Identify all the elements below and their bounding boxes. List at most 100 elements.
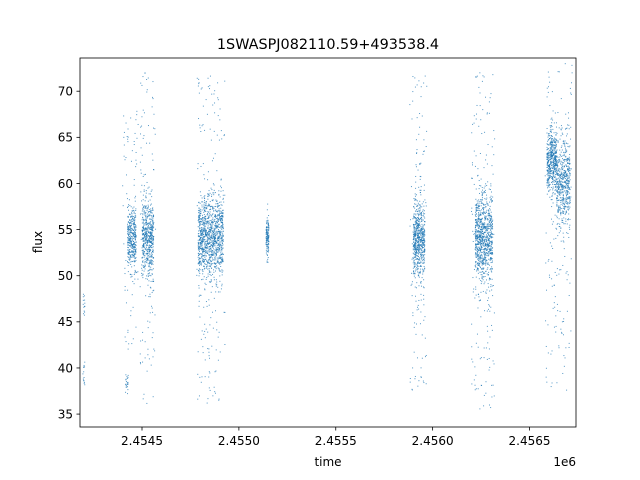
data-point	[127, 136, 129, 138]
data-point	[130, 263, 132, 265]
data-point	[555, 181, 557, 183]
data-point	[204, 225, 206, 227]
data-point	[416, 248, 418, 250]
data-point	[149, 262, 151, 264]
data-point	[551, 138, 553, 140]
data-point	[131, 229, 133, 231]
data-point	[552, 144, 554, 146]
data-point	[222, 216, 224, 218]
data-point	[218, 219, 220, 221]
data-point	[415, 253, 417, 255]
data-point	[132, 261, 134, 263]
data-point	[148, 215, 150, 217]
data-point	[265, 243, 267, 245]
data-point	[125, 380, 127, 382]
data-point	[148, 251, 150, 253]
data-point	[143, 205, 145, 207]
data-point	[475, 215, 477, 217]
data-point	[129, 240, 131, 242]
data-point	[478, 224, 479, 226]
data-point	[127, 377, 129, 379]
data-point	[198, 83, 200, 85]
data-point	[200, 230, 202, 232]
data-point	[207, 265, 209, 267]
data-point	[562, 163, 564, 165]
data-point	[554, 148, 556, 150]
data-point	[487, 232, 489, 234]
data-point	[215, 285, 217, 287]
data-point	[481, 224, 483, 226]
data-point	[553, 184, 555, 186]
data-point	[414, 233, 416, 235]
data-point	[144, 219, 146, 221]
data-point	[150, 234, 152, 236]
data-point	[481, 246, 483, 248]
data-point	[219, 226, 221, 228]
data-point	[146, 236, 148, 238]
data-point	[204, 215, 206, 217]
data-point	[478, 199, 480, 201]
data-point	[222, 227, 224, 229]
data-point	[123, 136, 125, 138]
data-point	[556, 132, 558, 134]
data-point	[127, 242, 129, 244]
data-point	[200, 219, 202, 221]
data-point	[220, 247, 222, 249]
data-point	[483, 258, 485, 260]
data-point	[149, 312, 151, 314]
data-point	[214, 237, 216, 239]
data-point	[211, 93, 213, 95]
data-point	[548, 181, 550, 183]
data-point	[567, 206, 569, 208]
data-point	[212, 273, 214, 275]
data-point	[568, 162, 570, 164]
data-point	[83, 376, 85, 378]
data-point	[477, 263, 479, 265]
data-point	[546, 155, 548, 157]
data-point	[208, 209, 210, 211]
data-point	[546, 166, 548, 168]
data-point	[131, 256, 133, 258]
data-point	[205, 207, 207, 209]
data-point	[199, 236, 201, 238]
data-point	[220, 201, 222, 203]
data-point	[558, 193, 560, 195]
data-point	[202, 240, 204, 242]
data-point	[415, 221, 417, 223]
data-point	[480, 234, 482, 236]
data-point	[487, 203, 489, 205]
data-point	[222, 213, 224, 215]
data-point	[134, 216, 136, 218]
data-point	[556, 162, 557, 164]
data-point	[199, 223, 201, 225]
data-point	[133, 223, 135, 225]
data-point	[476, 270, 478, 272]
data-point	[422, 251, 424, 253]
data-point	[148, 237, 150, 239]
data-point	[487, 255, 489, 257]
data-point	[215, 223, 217, 225]
data-point	[201, 209, 203, 211]
data-point	[147, 263, 149, 265]
data-point	[202, 270, 204, 272]
data-point	[146, 242, 148, 244]
data-point	[137, 278, 139, 280]
data-point	[562, 197, 564, 199]
data-point	[475, 209, 477, 211]
data-point	[216, 329, 218, 331]
data-point	[209, 201, 211, 203]
data-point	[475, 234, 477, 236]
data-point	[551, 157, 553, 159]
data-point	[561, 169, 563, 171]
data-point	[266, 233, 268, 235]
data-point	[551, 167, 553, 169]
data-point	[476, 207, 478, 209]
data-point	[484, 257, 486, 259]
data-point	[153, 348, 155, 350]
data-point	[552, 152, 554, 154]
data-point	[204, 242, 206, 244]
data-point	[143, 174, 145, 176]
data-point	[152, 240, 154, 242]
data-point	[569, 228, 571, 230]
data-point	[567, 208, 569, 210]
